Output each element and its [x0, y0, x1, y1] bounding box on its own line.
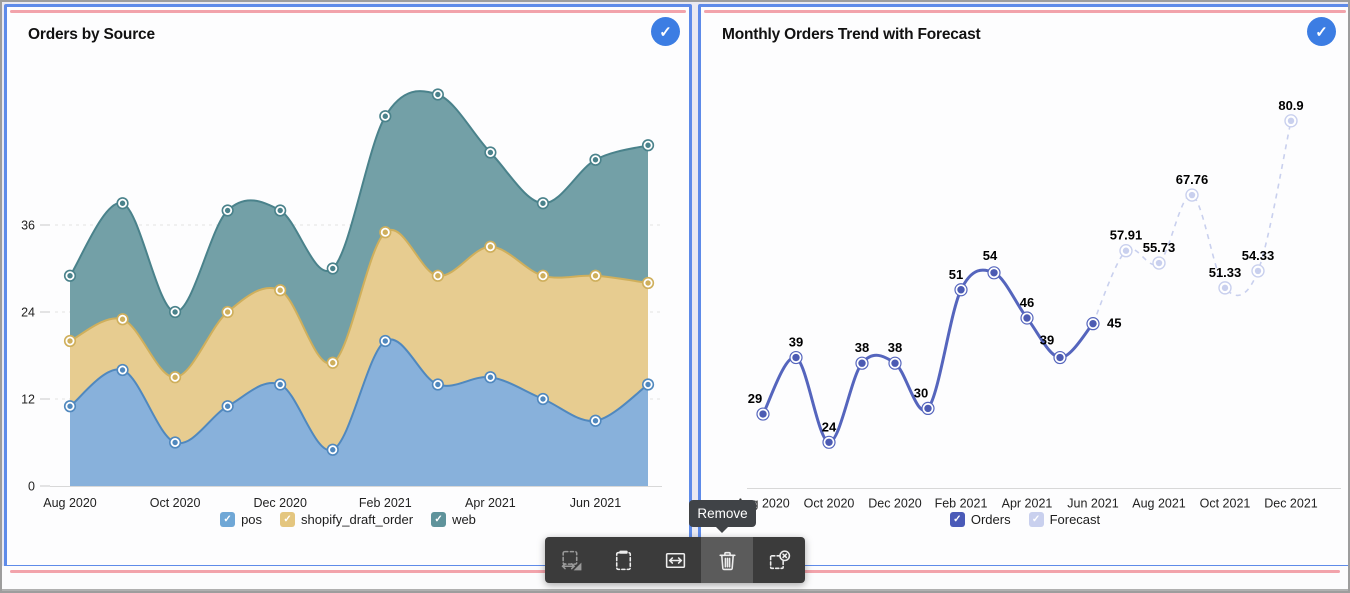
- svg-text:Dec 2020: Dec 2020: [253, 496, 307, 510]
- svg-text:38: 38: [888, 340, 902, 355]
- svg-text:51.33: 51.33: [1209, 265, 1242, 280]
- svg-text:Feb 2021: Feb 2021: [359, 496, 412, 510]
- legend-label: Forecast: [1049, 512, 1101, 527]
- legend-checkbox[interactable]: ✓: [280, 512, 296, 527]
- chart-card-monthly-orders-trend[interactable]: Monthly Orders Trend with Forecast ✓ Aug…: [698, 4, 1350, 568]
- bottom-scroll-strip[interactable]: [2, 589, 1348, 593]
- paste-icon: [615, 550, 631, 570]
- remove-button[interactable]: [701, 537, 753, 583]
- deselect-button[interactable]: [753, 537, 805, 583]
- svg-text:57.91: 57.91: [1110, 228, 1143, 243]
- svg-text:Apr 2021: Apr 2021: [465, 496, 516, 510]
- forecast-line[interactable]: [1092, 120, 1292, 324]
- check-icon: ✓: [1315, 23, 1328, 41]
- x-axis-labels: Aug 2020 Oct 2020 Dec 2020 Feb 2021 Apr 2021…: [43, 496, 621, 510]
- legend-checkbox[interactable]: ✓: [431, 512, 447, 527]
- area-pos[interactable]: [70, 339, 648, 486]
- svg-text:39: 39: [1040, 333, 1054, 348]
- selected-check-badge[interactable]: ✓: [1307, 17, 1336, 46]
- svg-text:Dec 2021: Dec 2021: [1264, 497, 1318, 511]
- legend-item-pos[interactable]: ✓ pos: [220, 512, 262, 527]
- area-web[interactable]: [70, 91, 648, 378]
- markers-pos[interactable]: [63, 334, 655, 456]
- legend-item-web[interactable]: ✓ web: [431, 512, 476, 527]
- orders-line[interactable]: [761, 268, 1095, 444]
- card-accent-line: [10, 10, 686, 13]
- svg-text:12: 12: [21, 393, 35, 407]
- svg-text:54: 54: [983, 248, 998, 263]
- svg-text:51: 51: [949, 267, 963, 282]
- legend-label: shopify_draft_order: [301, 512, 414, 527]
- svg-text:0: 0: [28, 480, 35, 494]
- fit-width-button[interactable]: [649, 537, 701, 583]
- legend-item-Forecast[interactable]: ✓ Forecast: [1028, 512, 1101, 527]
- svg-text:39: 39: [789, 335, 803, 350]
- resize-icon: [561, 550, 581, 570]
- legend-checkbox[interactable]: ✓: [220, 512, 236, 527]
- legend-checkbox[interactable]: ✓: [949, 512, 965, 527]
- legend-item-shopify_draft_order[interactable]: ✓ shopify_draft_order: [280, 512, 413, 527]
- legend-label: web: [452, 512, 476, 527]
- chart-card-orders-by-source[interactable]: Orders by Source ✓ 0 12 24 36 Aug 2020 Oct 20…: [4, 4, 692, 568]
- svg-text:46: 46: [1020, 295, 1034, 310]
- fit-width-icon: [665, 552, 685, 568]
- svg-text:80.9: 80.9: [1278, 98, 1303, 113]
- svg-text:38: 38: [855, 340, 869, 355]
- tooltip-remove: Remove: [689, 500, 756, 533]
- trash-icon: [718, 551, 736, 570]
- svg-text:29: 29: [748, 391, 762, 406]
- svg-text:30: 30: [914, 385, 928, 400]
- legend-monthly-orders-trend: ✓ Orders ✓ Forecast: [701, 512, 1349, 527]
- forecast-markers[interactable]: [1119, 114, 1298, 295]
- deselect-icon: [769, 549, 790, 569]
- svg-text:45: 45: [1107, 316, 1121, 331]
- svg-text:Oct 2020: Oct 2020: [804, 497, 855, 511]
- svg-text:Aug 2021: Aug 2021: [1132, 497, 1186, 511]
- chart-title-orders-by-source: Orders by Source: [28, 26, 155, 43]
- legend-orders-by-source: ✓ pos ✓ shopify_draft_order ✓ web: [7, 512, 689, 527]
- svg-text:67.76: 67.76: [1176, 172, 1209, 187]
- legend-item-Orders[interactable]: ✓ Orders: [949, 512, 1011, 527]
- card-accent-line: [704, 10, 1346, 13]
- svg-text:Aug 2020: Aug 2020: [43, 496, 97, 510]
- area-shopify_draft_order[interactable]: [70, 229, 648, 451]
- svg-text:Oct 2021: Oct 2021: [1200, 497, 1251, 511]
- svg-text:Feb 2021: Feb 2021: [935, 497, 988, 511]
- paste-button[interactable]: [597, 537, 649, 583]
- svg-text:54.33: 54.33: [1242, 248, 1275, 263]
- svg-text:Dec 2020: Dec 2020: [868, 497, 922, 511]
- markers-web[interactable]: [63, 88, 655, 319]
- x-axis-labels: Aug 2020 Oct 2020 Dec 2020 Feb 2021 Apr 2021…: [736, 497, 1318, 511]
- widget-toolbar: [545, 537, 805, 583]
- svg-text:55.73: 55.73: [1143, 240, 1176, 255]
- svg-text:Jun 2021: Jun 2021: [1067, 497, 1118, 511]
- legend-label: pos: [241, 512, 263, 527]
- svg-text:24: 24: [822, 419, 837, 434]
- line-chart-monthly-orders-trend[interactable]: Aug 2020 Oct 2020 Dec 2020 Feb 2021 Apr 2021…: [701, 7, 1343, 559]
- resize-button[interactable]: [545, 537, 597, 583]
- legend-label: Orders: [970, 512, 1011, 527]
- svg-text:Apr 2021: Apr 2021: [1002, 497, 1053, 511]
- chart-title-monthly-orders-trend: Monthly Orders Trend with Forecast: [722, 26, 981, 43]
- svg-text:36: 36: [21, 219, 35, 233]
- selected-check-badge[interactable]: ✓: [651, 17, 680, 46]
- svg-text:24: 24: [21, 306, 35, 320]
- check-icon: ✓: [659, 23, 672, 41]
- legend-checkbox[interactable]: ✓: [1028, 512, 1044, 527]
- orders-markers[interactable]: [756, 266, 1100, 449]
- svg-text:Jun 2021: Jun 2021: [570, 496, 621, 510]
- markers-shopify_draft_order[interactable]: [63, 226, 655, 384]
- svg-text:Oct 2020: Oct 2020: [150, 496, 201, 510]
